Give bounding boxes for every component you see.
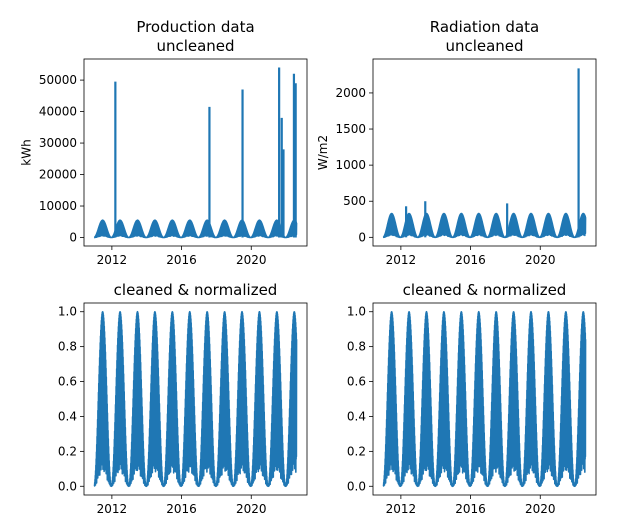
- x-tick-label: 2016: [166, 502, 197, 516]
- y-tick-label: 10000: [39, 199, 77, 213]
- y-tick-label: 1500: [335, 122, 366, 136]
- x-tick-label: 2016: [455, 502, 486, 516]
- x-tick-label: 2012: [386, 502, 417, 516]
- chart-title-line: uncleaned: [445, 37, 523, 55]
- y-tick-label: 0: [69, 231, 77, 245]
- y-axis-label: kWh: [20, 139, 34, 165]
- y-tick-label: 0.8: [347, 340, 366, 354]
- x-tick-label: 2012: [97, 253, 128, 267]
- y-tick-label: 0.0: [58, 479, 77, 493]
- y-tick-label: 1000: [335, 158, 366, 172]
- y-tick-label: 40000: [39, 105, 77, 119]
- y-tick-label: 0.6: [347, 375, 366, 389]
- x-tick-label: 2016: [455, 253, 486, 267]
- chart-panel-4: cleaned & normalized 2012 2016 2020 0.0 0.2 0.…: [347, 281, 597, 516]
- data-series-line: [382, 212, 587, 239]
- y-tick-label: 50000: [39, 73, 77, 87]
- y-tick-label: 1.0: [58, 305, 77, 319]
- x-tick-label: 2020: [525, 253, 556, 267]
- plot-frame: [83, 58, 308, 247]
- plot-frame: [83, 302, 308, 496]
- y-tick-label: 0.2: [58, 444, 77, 458]
- x-tick-label: 2020: [525, 502, 556, 516]
- x-tick-label: 2020: [236, 253, 267, 267]
- y-tick-label: 500: [343, 194, 366, 208]
- x-tick-label: 2016: [166, 253, 197, 267]
- y-tick-label: 2000: [335, 86, 366, 100]
- data-series-line: [93, 310, 298, 488]
- y-tick-label: 0: [358, 230, 366, 244]
- chart-title-line: Production data: [136, 18, 254, 36]
- y-tick-label: 0.2: [347, 444, 366, 458]
- data-series-line: [93, 219, 298, 239]
- data-series-line: [382, 310, 587, 488]
- y-tick-label: 0.4: [347, 409, 366, 423]
- chart-title-line: uncleaned: [156, 37, 234, 55]
- chart-title-line: cleaned & normalized: [114, 281, 278, 299]
- x-tick-label: 2012: [386, 253, 417, 267]
- x-tick-label: 2020: [236, 502, 267, 516]
- chart-panel-3: cleaned & normalized 2012 2016 2020 0.0 0.2 0.…: [58, 281, 308, 516]
- y-tick-label: 30000: [39, 136, 77, 150]
- plot-frame: [372, 302, 597, 496]
- chart-title-line: cleaned & normalized: [403, 281, 567, 299]
- y-tick-label: 0.6: [58, 375, 77, 389]
- x-tick-label: 2012: [97, 502, 128, 516]
- y-tick-label: 1.0: [347, 305, 366, 319]
- y-tick-label: 20000: [39, 168, 77, 182]
- y-axis-label: W/m2: [316, 135, 330, 170]
- y-tick-label: 0.0: [347, 479, 366, 493]
- y-tick-label: 0.4: [58, 409, 77, 423]
- plot-frame: [372, 58, 597, 247]
- y-tick-label: 0.8: [58, 340, 77, 354]
- chart-title-line: Radiation data: [430, 18, 539, 36]
